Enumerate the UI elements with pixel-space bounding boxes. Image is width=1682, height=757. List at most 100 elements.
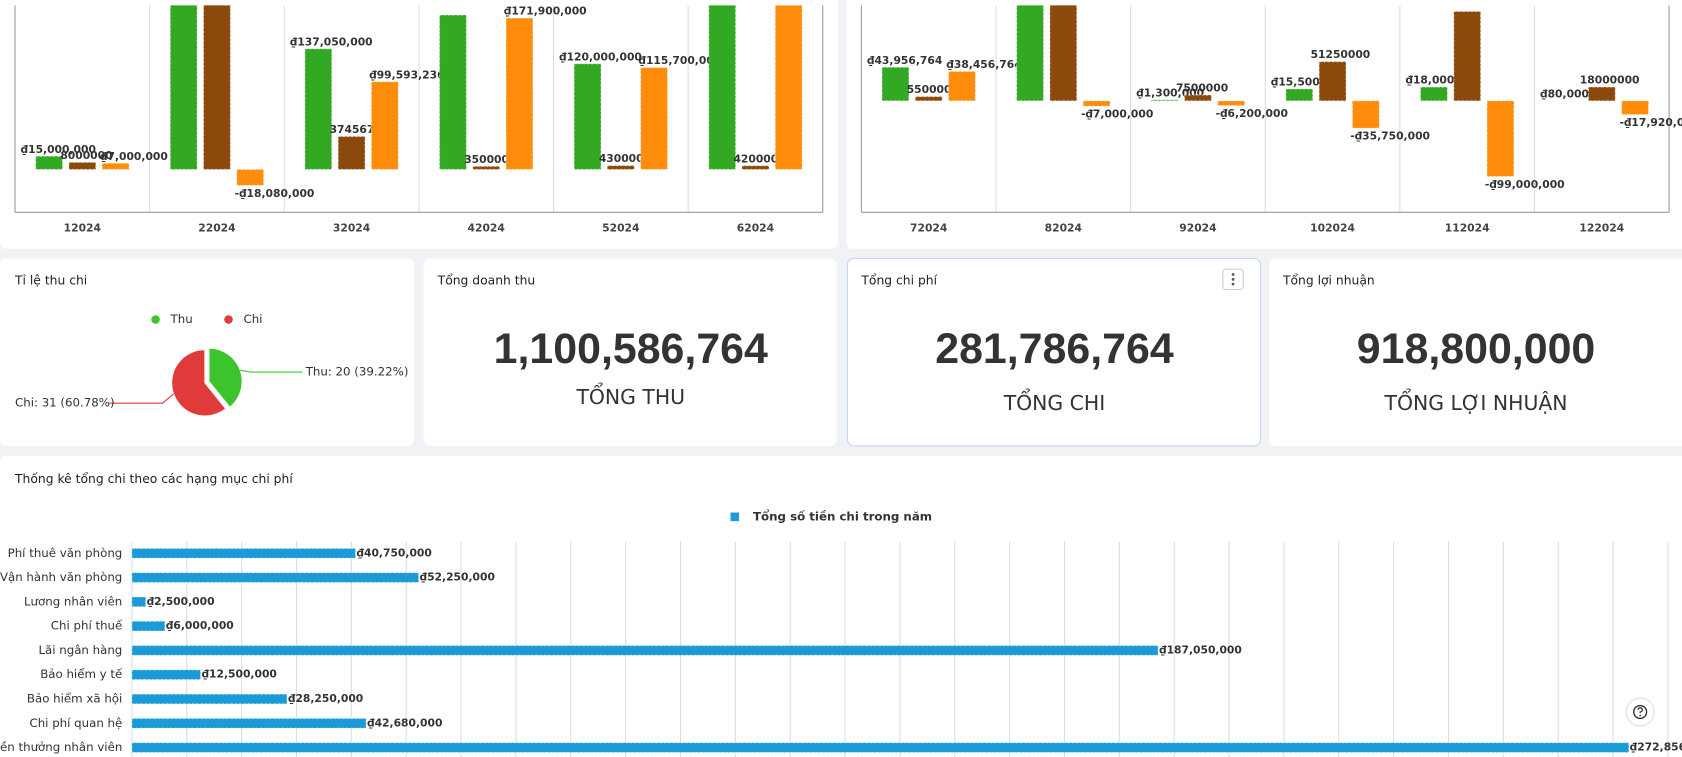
y-tick-label: Bảo hiểm xã hội: [27, 691, 122, 705]
bar: [1217, 100, 1246, 107]
panel-title: Thống kê tổng chi theo các hạng mục chi …: [14, 472, 293, 486]
panel: [0, 258, 415, 447]
legend-label: Thu: [170, 312, 193, 326]
value-label: -₫35,750,000: [1350, 130, 1430, 143]
y-tick-label: Lương nhân viên: [24, 594, 122, 608]
panel: [0, 455, 1682, 757]
card-title: Tổng lợi nhuận: [1282, 273, 1375, 287]
pie-slice: [171, 349, 227, 417]
bar: [169, 5, 198, 170]
value-label: 8000000: [60, 149, 112, 162]
x-tick-label: 92024: [1179, 221, 1216, 234]
card-caption: TỔNG CHI: [1003, 387, 1106, 415]
bar: [68, 161, 97, 170]
y-tick-label: Bảo hiểm y tế: [40, 667, 123, 681]
value-label: ₫171,900,000: [504, 5, 587, 18]
bar: [370, 81, 399, 170]
data-label: Chi: 31 (60.78%): [15, 396, 115, 410]
card-value: 918,800,000: [1357, 325, 1595, 373]
bar: [131, 669, 202, 681]
value-label: ₫137,050,000: [290, 35, 373, 48]
leader-line: [240, 369, 303, 373]
value-label: -₫18,080,000: [235, 187, 315, 200]
value-label: ₫15,000,000: [21, 143, 96, 156]
value-label: ₫7,000,000: [100, 150, 168, 163]
y-tick-label: Tiền thưởng nhân viên: [0, 740, 122, 754]
value-label: ₫42,680,000: [367, 716, 442, 729]
panel-title: Tỉ lệ thu chi: [14, 273, 87, 287]
bar: [774, 5, 803, 170]
x-tick-label: 122024: [1579, 221, 1624, 234]
value-label: 4200000: [733, 152, 785, 165]
bar: [1049, 5, 1078, 102]
bar: [131, 596, 147, 608]
bar: [131, 717, 367, 729]
bar: [1587, 86, 1616, 102]
pie-slice: [208, 347, 243, 409]
bar: [203, 5, 231, 170]
bar: [131, 547, 357, 559]
bar: [1621, 100, 1650, 116]
bar: [948, 70, 976, 102]
card-value: 1,100,586,764: [494, 325, 768, 373]
legend-marker: [224, 315, 233, 324]
value-label: -₫99,000,000: [1485, 178, 1565, 191]
bar: [573, 63, 602, 170]
value-label: ₫80,000: [1540, 87, 1589, 100]
bar: [1318, 61, 1347, 102]
bar: [35, 155, 64, 170]
x-tick-label: 22024: [198, 221, 235, 234]
x-tick-label: 112024: [1445, 221, 1490, 234]
x-tick-label: 42024: [468, 221, 505, 234]
leader-line: [109, 393, 174, 404]
bar: [708, 5, 737, 170]
legend-label: Chi: [244, 312, 263, 326]
x-tick-label: 72024: [910, 221, 947, 234]
legend-label: Tổng số tiền chi trong năm: [753, 508, 932, 523]
panel: [1269, 258, 1682, 447]
bar: [881, 66, 910, 102]
value-label: 3500000: [464, 153, 516, 166]
bar: [472, 165, 501, 170]
value-label: ₫6,000,000: [166, 619, 234, 632]
bar: [101, 162, 130, 170]
bar: [1183, 94, 1212, 102]
bar: [505, 17, 534, 170]
bar: [1016, 5, 1045, 102]
card-caption: TỔNG LỢI NHUẬN: [1384, 387, 1568, 415]
bar: [741, 165, 770, 170]
help-button[interactable]: [1625, 697, 1655, 727]
bar: [1486, 100, 1515, 177]
value-label: ₫38,456,764: [946, 58, 1021, 71]
x-tick-label: 12024: [64, 221, 101, 234]
value-label: 4300000: [599, 152, 651, 165]
x-tick-label: 32024: [333, 221, 370, 234]
value-label: -₫6,200,000: [1216, 107, 1288, 120]
bar: [1150, 99, 1179, 102]
bar: [131, 645, 1159, 656]
y-tick-label: Chi phí quan hệ: [29, 716, 122, 730]
value-label: ₫40,750,000: [357, 546, 432, 559]
card-title: Tổng chi phí: [860, 273, 937, 287]
bar: [1419, 86, 1448, 102]
menu-button[interactable]: [1222, 268, 1244, 291]
y-tick-label: Vận hành văn phòng: [0, 570, 122, 584]
x-tick-label: 52024: [602, 221, 639, 234]
bar: [1351, 100, 1380, 129]
y-tick-label: Chi phí thuế: [51, 619, 123, 633]
card-title: Tổng doanh thu: [437, 273, 536, 287]
card-value: 281,786,764: [935, 325, 1174, 373]
x-tick-label: 82024: [1045, 221, 1082, 234]
value-label: ₫43,956,764: [867, 54, 942, 67]
bar: [131, 572, 420, 583]
value-label: ₫187,050,000: [1159, 643, 1242, 656]
bar: [131, 620, 166, 632]
bar: [337, 135, 366, 170]
value-label: -₫17,920,000: [1620, 116, 1682, 129]
bar: [131, 693, 288, 705]
bar: [439, 14, 467, 170]
data-label: Thu: 20 (39.22%): [305, 365, 409, 379]
card-caption: TỔNG THU: [575, 381, 685, 409]
